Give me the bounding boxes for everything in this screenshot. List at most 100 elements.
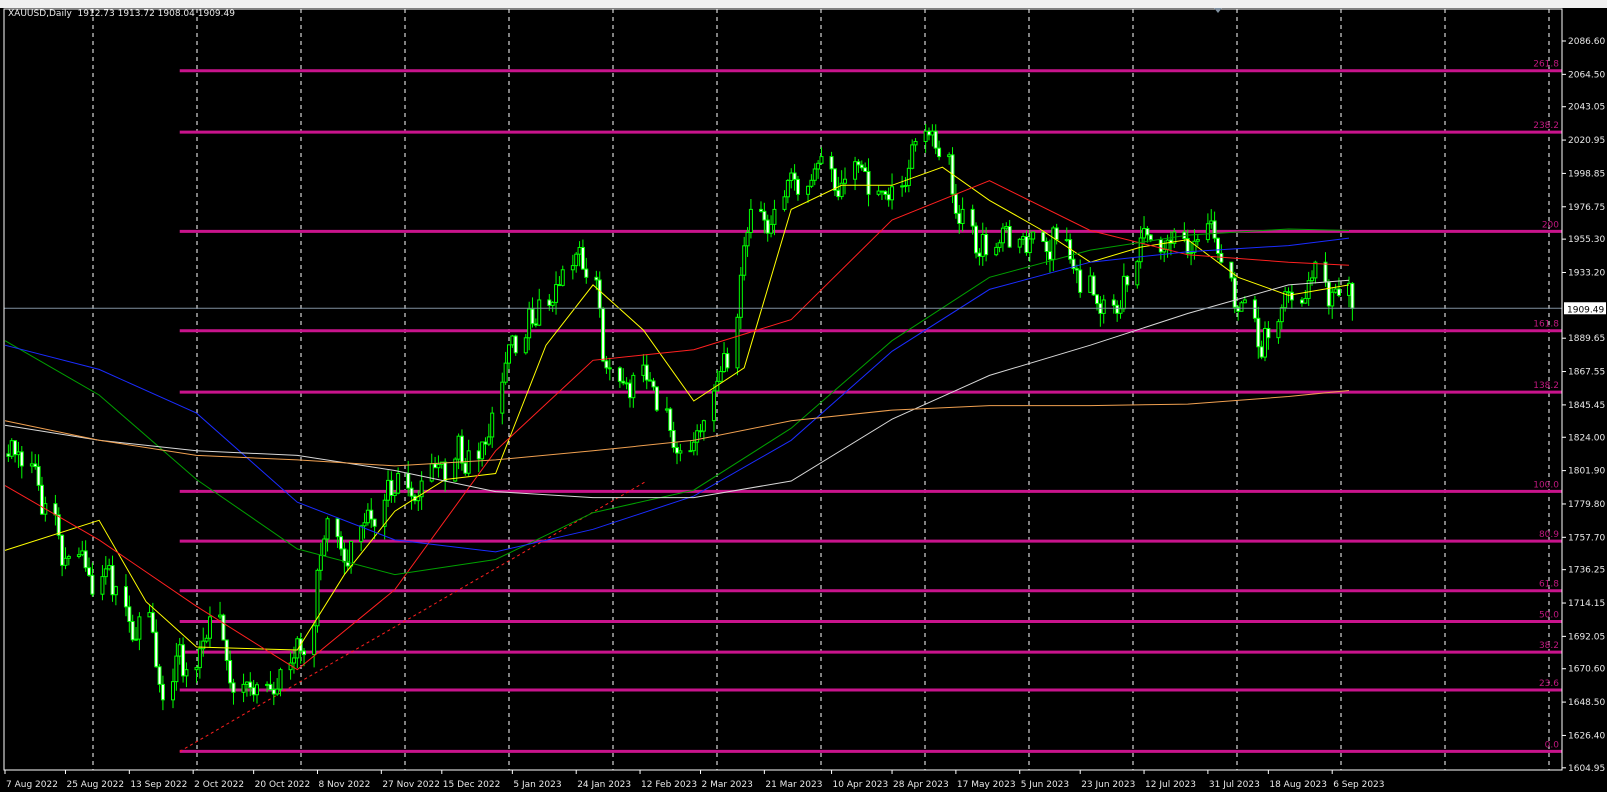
candle-body <box>597 279 602 310</box>
candle-body <box>265 683 270 686</box>
y-tick-label: 1736.25 <box>1568 566 1605 576</box>
y-tick-label: 1801.90 <box>1568 467 1605 477</box>
candle-body <box>1125 275 1130 286</box>
candle-body <box>785 179 790 198</box>
candle-body <box>1007 225 1012 248</box>
x-tick-label: 25 Aug 2022 <box>66 780 124 790</box>
candle-body <box>832 168 837 191</box>
candle-body <box>937 147 942 158</box>
candle-body <box>436 464 441 469</box>
candle-body <box>291 657 296 664</box>
candle-body <box>1330 291 1335 307</box>
candle-body <box>480 441 485 460</box>
candle-body <box>903 184 908 187</box>
candle-body <box>933 130 938 149</box>
candle-body <box>218 614 223 618</box>
candle-body <box>137 616 142 640</box>
candle-body <box>1041 231 1046 242</box>
fib-level-label: 50.0 <box>1539 611 1559 621</box>
candle-body <box>580 246 585 270</box>
x-tick-label: 6 Sep 2023 <box>1333 780 1384 790</box>
candle-body <box>221 614 226 641</box>
candle-body <box>601 308 606 362</box>
x-tick-label: 12 Jul 2023 <box>1145 780 1196 790</box>
candle-body <box>1158 239 1163 253</box>
candle-body <box>829 156 834 170</box>
ohlc-readout: 1912.73 1913.72 1908.04 1909.49 <box>77 9 235 19</box>
candle-body <box>174 655 179 683</box>
candle-body <box>201 640 206 650</box>
candle-body <box>1074 268 1079 271</box>
candle-body <box>507 344 511 364</box>
candle-body <box>1215 237 1220 254</box>
x-tick-label: 21 Mar 2023 <box>765 780 822 790</box>
candle-body <box>765 219 770 234</box>
candle-body <box>738 274 743 318</box>
x-tick-label: 2 Oct 2022 <box>194 780 244 790</box>
fib-level-label: 261.8 <box>1533 60 1559 70</box>
candle-body <box>339 536 343 550</box>
candle-body <box>863 167 868 173</box>
moving-average-line <box>4 166 1350 651</box>
candle-body <box>1239 302 1244 312</box>
candle-body <box>1118 308 1123 314</box>
candle-body <box>742 245 747 276</box>
candle-body <box>816 162 821 170</box>
y-tick-label: 1757.70 <box>1568 533 1605 543</box>
candle-body <box>631 374 636 399</box>
candle-body <box>433 463 438 469</box>
fib-level-label: 161.8 <box>1533 320 1559 330</box>
candle-body <box>930 130 935 136</box>
candle-body <box>876 190 881 195</box>
candle-body <box>1212 220 1217 239</box>
candle-body <box>1259 346 1264 358</box>
candle-body <box>255 684 259 696</box>
candle-body <box>806 185 811 195</box>
candle-body <box>718 371 723 382</box>
candle-body <box>248 681 253 689</box>
x-tick-label: 17 May 2023 <box>957 780 1016 790</box>
fib-level-label: 23.6 <box>1539 679 1559 689</box>
candle-body <box>953 193 958 214</box>
candle-body <box>513 335 518 354</box>
candle-body <box>1276 321 1281 339</box>
candle-body <box>113 586 118 596</box>
candle-body <box>503 362 508 383</box>
y-tick-label: 1824.00 <box>1568 433 1605 443</box>
candle-body <box>1095 294 1099 305</box>
window-top-bar <box>0 0 1607 8</box>
candle-body <box>224 639 229 662</box>
candle-body <box>1165 239 1170 250</box>
candle-body <box>900 185 905 188</box>
x-tick-label: 24 Jan 2023 <box>577 780 631 790</box>
candle-body <box>698 430 703 433</box>
fib-level-label: 0.0 <box>1545 740 1560 750</box>
candle-body <box>76 554 81 557</box>
candle-body <box>1323 261 1328 283</box>
candle-body <box>678 450 683 454</box>
y-tick-label: 1998.85 <box>1568 169 1605 179</box>
candle-body <box>557 284 562 287</box>
candle-body <box>722 353 727 373</box>
candle-body <box>527 308 532 339</box>
candle-body <box>927 130 931 136</box>
candle-body <box>997 242 1002 248</box>
candle-body <box>748 208 753 233</box>
candle-body <box>974 225 979 254</box>
candle-body <box>1044 240 1049 253</box>
candle-body <box>127 606 132 622</box>
candle-body <box>1000 227 1005 244</box>
candle-body <box>533 323 538 326</box>
fib-trendline <box>179 480 648 752</box>
candle-body <box>1162 248 1167 253</box>
candle-body <box>648 379 653 382</box>
x-tick-label: 20 Oct 2022 <box>255 780 311 790</box>
candle-body <box>1310 277 1315 282</box>
candle-body <box>396 472 401 494</box>
candle-body <box>856 161 861 166</box>
candle-body <box>906 167 911 186</box>
candle-body <box>231 682 236 693</box>
candle-body <box>157 666 162 685</box>
candle-body <box>1091 275 1096 296</box>
